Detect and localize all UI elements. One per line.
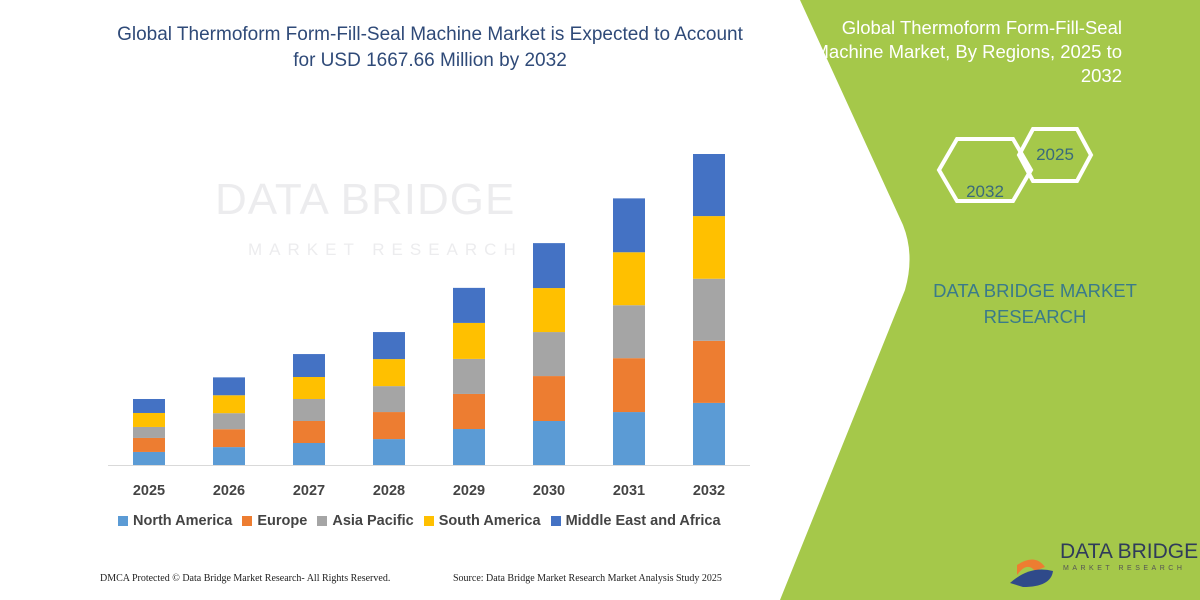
bar-segment-2026-south-america — [213, 395, 245, 414]
bar-segment-2025-south-america — [133, 412, 165, 427]
bar-segment-2028-north-america — [373, 439, 405, 465]
legend-item: Middle East and Africa — [550, 513, 721, 529]
bar-segment-2027-asia-pacific — [293, 398, 325, 421]
legend-label: North America — [133, 513, 233, 529]
bar-segment-2032-south-america — [693, 216, 725, 279]
bar-segment-2027-europe — [293, 420, 325, 443]
bar-segment-2031-europe — [613, 358, 645, 413]
x-tick-label: 2026 — [213, 483, 245, 499]
bar-segment-2030-north-america — [533, 420, 565, 465]
legend-item: Asia Pacific — [317, 513, 414, 529]
bar-segment-2031-asia-pacific — [613, 305, 645, 359]
bar-segment-2027-middle-east-and-africa — [293, 354, 325, 377]
bar-segment-2029-middle-east-and-africa — [453, 287, 485, 323]
x-tick-label: 2028 — [373, 483, 405, 499]
data-bridge-logo-icon — [1010, 540, 1053, 587]
hexagon-2025-icon — [1016, 127, 1094, 183]
watermark-subtext: MARKET RESEARCH — [248, 240, 523, 259]
legend-swatch — [242, 516, 253, 526]
bar-segment-2032-middle-east-and-africa — [693, 154, 725, 217]
bar-segment-2029-asia-pacific — [453, 358, 485, 394]
bar-segment-2027-south-america — [293, 376, 325, 399]
x-tick-label: 2031 — [613, 483, 645, 499]
bar-segment-2025-europe — [133, 437, 165, 452]
brand-text: DATA BRIDGE MARKET RESEARCH — [933, 280, 1137, 327]
hexagon-2032-icon — [936, 137, 1034, 203]
bar-segment-2032-north-america — [693, 402, 725, 465]
bar-segment-2032-asia-pacific — [693, 278, 725, 341]
bar-segment-2031-middle-east-and-africa — [613, 198, 645, 253]
legend-label: Europe — [257, 513, 308, 529]
legend: North America Europe Asia Pacific South Ame… — [118, 513, 721, 529]
bar-segment-2030-middle-east-and-africa — [533, 243, 565, 289]
x-tick-label: 2025 — [133, 483, 165, 499]
legend-label: Middle East and Africa — [565, 513, 721, 529]
bar-segment-2031-south-america — [613, 252, 645, 306]
x-tick-label: 2032 — [693, 483, 725, 499]
bar-segment-2029-south-america — [453, 322, 485, 359]
watermark-text: DATA BRIDGE — [215, 175, 516, 224]
x-tick-label: 2030 — [533, 483, 565, 499]
logo-text: DATA BRIDGE — [1060, 540, 1199, 563]
x-tick-label: 2027 — [293, 483, 325, 499]
legend-label: Asia Pacific — [332, 513, 414, 529]
bar-segment-2025-asia-pacific — [133, 426, 165, 438]
bar-segment-2026-north-america — [213, 447, 245, 465]
bar-segment-2025-middle-east-and-africa — [133, 398, 165, 413]
bar-segment-2028-south-america — [373, 359, 405, 387]
bar-segment-2026-asia-pacific — [213, 413, 245, 430]
legend-label: South America — [438, 513, 541, 529]
bar-segment-2028-europe — [373, 412, 405, 440]
x-tick-label: 2029 — [453, 483, 485, 499]
footer-source: Source: Data Bridge Market Research Mark… — [453, 573, 722, 584]
logo-subtext: MARKET RESEARCH — [1063, 565, 1186, 572]
hex-label-2032: 2032 — [966, 182, 1004, 201]
bar-segment-2027-north-america — [293, 442, 325, 465]
chart-title: Global Thermoform Form-Fill-Seal Machine… — [117, 24, 743, 71]
legend-swatch — [550, 516, 561, 526]
legend-swatch — [423, 516, 434, 526]
bar-segment-2030-asia-pacific — [533, 332, 565, 377]
bar-segment-2031-north-america — [613, 412, 645, 465]
legend-item: Europe — [242, 513, 307, 529]
bar-segment-2029-europe — [453, 393, 485, 430]
bar-segment-2025-north-america — [133, 451, 165, 465]
side-panel-title: Global Thermoform Form-Fill-Seal Machine… — [813, 17, 1123, 86]
legend-swatch — [317, 516, 328, 526]
hex-label-2025: 2025 — [1036, 145, 1074, 164]
bar-segment-2028-middle-east-and-africa — [373, 332, 405, 360]
bar-segment-2026-middle-east-and-africa — [213, 377, 245, 396]
stacked-bar-chart: 2025 2026 2027 2028 2029 2030 2031 2032 — [108, 154, 750, 499]
footer-copyright: DMCA Protected © Data Bridge Market Rese… — [100, 573, 391, 584]
legend-item: South America — [423, 513, 541, 529]
bar-segment-2029-north-america — [453, 429, 485, 465]
bar-segment-2028-asia-pacific — [373, 386, 405, 413]
bar-segment-2026-europe — [213, 429, 245, 448]
legend-swatch — [118, 516, 128, 526]
legend-item: North America — [118, 513, 232, 529]
bar-segment-2030-south-america — [533, 288, 565, 333]
bar-segment-2030-europe — [533, 376, 565, 421]
bar-segment-2032-europe — [693, 340, 725, 403]
